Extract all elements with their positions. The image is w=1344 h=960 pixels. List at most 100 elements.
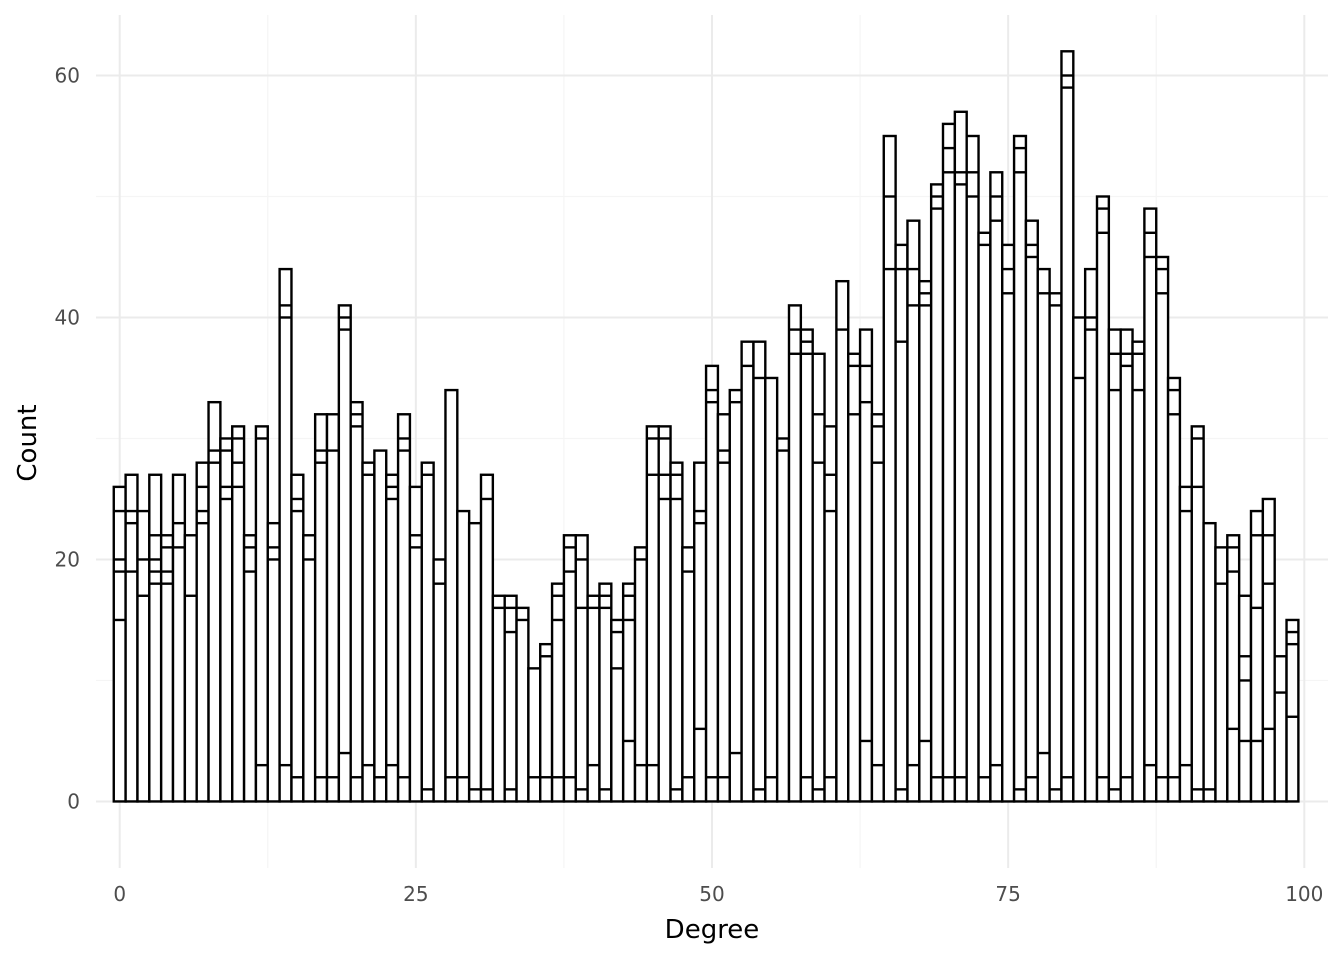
- histogram-bin: [491, 594, 506, 803]
- histogram-bar: [918, 279, 933, 803]
- histogram-bar: [633, 546, 649, 803]
- histogram-bin: [894, 243, 909, 803]
- histogram-bin: [882, 134, 897, 803]
- histogram-bin: [325, 413, 341, 803]
- x-axis-ticks: 0 25 50 75 100: [113, 882, 1323, 906]
- histogram-bin: [231, 425, 246, 803]
- histogram-bin: [1214, 546, 1229, 803]
- histogram-bin: [1119, 328, 1134, 803]
- histogram-bin: [1155, 255, 1170, 803]
- histogram-bar: [159, 534, 175, 803]
- histogram-bin: [266, 521, 281, 803]
- histogram-bar: [1273, 655, 1288, 803]
- histogram-bar: [775, 437, 791, 803]
- histogram-bin: [479, 473, 495, 803]
- x-tick-label: 50: [699, 882, 724, 906]
- histogram-bar: [1083, 267, 1099, 803]
- histogram-bin: [349, 400, 364, 803]
- histogram-bar: [1166, 376, 1182, 803]
- histogram-bin: [870, 413, 885, 803]
- histogram-bar: [1036, 267, 1051, 803]
- histogram-bar: [657, 425, 672, 803]
- histogram-bar: [787, 304, 803, 803]
- histogram-bin: [254, 425, 269, 803]
- histogram-bar: [408, 485, 423, 803]
- histogram-bin: [621, 582, 637, 803]
- histogram-bin: [373, 449, 388, 803]
- y-tick-label: 60: [55, 63, 80, 87]
- histogram-bin: [858, 328, 874, 803]
- histogram-bar: [1155, 255, 1170, 803]
- histogram-bar: [219, 437, 234, 803]
- histogram-bin: [432, 558, 447, 803]
- bars-group: [112, 50, 1300, 803]
- histogram-bar: [1285, 618, 1300, 803]
- histogram-bar: [302, 534, 317, 803]
- histogram-bin: [847, 352, 862, 803]
- histogram-bin: [1178, 485, 1193, 803]
- histogram-bin: [1273, 655, 1288, 803]
- histogram-bin: [752, 340, 767, 803]
- histogram-bin: [527, 667, 542, 803]
- histogram-bar: [989, 171, 1004, 803]
- y-axis-title: Count: [13, 404, 43, 481]
- histogram-bin: [645, 425, 660, 803]
- histogram-bin: [1083, 267, 1099, 803]
- histogram-bar: [503, 594, 518, 803]
- histogram-bar: [1214, 546, 1229, 803]
- histogram-bin: [941, 122, 957, 803]
- histogram-bar: [562, 534, 577, 803]
- histogram-bin: [112, 485, 127, 803]
- histogram-bin: [787, 304, 803, 803]
- histogram-bin: [408, 485, 423, 803]
- histogram-bin: [823, 425, 838, 803]
- histogram-bin: [1095, 195, 1111, 803]
- histogram-bin: [669, 461, 684, 803]
- histogram-bin: [775, 437, 791, 803]
- histogram-bar: [278, 267, 293, 803]
- histogram-bin: [989, 171, 1004, 803]
- histogram-bar: [444, 388, 459, 803]
- x-tick-label: 100: [1285, 882, 1323, 906]
- histogram-bar: [811, 352, 826, 803]
- histogram-bar: [1261, 497, 1276, 803]
- histogram-bar: [953, 110, 968, 803]
- histogram-bin: [515, 606, 530, 803]
- histogram-bar: [112, 485, 127, 803]
- histogram-bar: [361, 461, 376, 803]
- histogram-bin: [148, 473, 163, 803]
- histogram-bin: [728, 388, 743, 803]
- histogram-bin: [906, 219, 921, 803]
- histogram-bar: [456, 509, 471, 803]
- histogram-bin: [740, 340, 755, 803]
- histogram-bin: [681, 546, 696, 803]
- histogram-bar: [977, 231, 992, 803]
- x-tick-label: 25: [403, 882, 428, 906]
- x-tick-label: 0: [113, 882, 126, 906]
- histogram-bin: [313, 413, 329, 803]
- histogram-bin: [467, 521, 483, 803]
- histogram-bin: [242, 534, 258, 803]
- histogram-bar: [1226, 534, 1241, 803]
- histogram-bin: [1107, 328, 1122, 803]
- histogram-bin: [171, 473, 187, 803]
- histogram-bin: [811, 352, 826, 803]
- histogram-bar: [1024, 219, 1039, 803]
- histogram-bar: [385, 473, 400, 803]
- histogram-bin: [1131, 340, 1146, 803]
- histogram-bin: [633, 546, 649, 803]
- histogram-bar: [1048, 292, 1063, 803]
- histogram-bar: [254, 425, 269, 803]
- histogram-bin: [420, 461, 435, 803]
- x-axis-title: Degree: [665, 915, 760, 945]
- histogram-bar: [467, 521, 483, 803]
- histogram-bar: [242, 534, 258, 803]
- histogram-bin: [456, 509, 471, 803]
- histogram-bar: [894, 243, 909, 803]
- histogram-bar: [396, 413, 412, 803]
- histogram-bar: [799, 328, 814, 803]
- histogram-bin: [278, 267, 293, 803]
- histogram-bar: [1143, 207, 1158, 803]
- histogram-bin: [183, 534, 198, 803]
